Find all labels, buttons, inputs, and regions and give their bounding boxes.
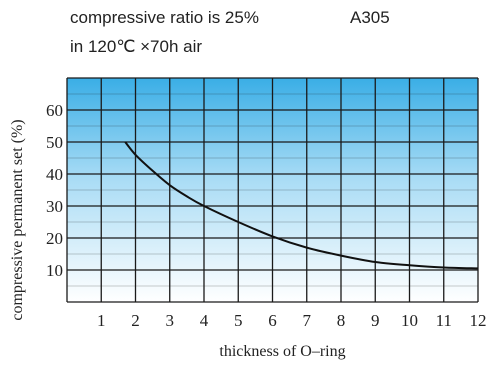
x-tick-label: 1 <box>97 311 106 330</box>
x-tick-label: 9 <box>371 311 380 330</box>
x-tick-label: 7 <box>303 311 312 330</box>
x-tick-label: 3 <box>166 311 175 330</box>
y-tick-labels: 10 20 30 40 50 60 <box>46 101 63 280</box>
y-axis-label: compressive permanent set (%) <box>9 119 26 320</box>
x-tick-label: 4 <box>200 311 209 330</box>
y-tick-label: 10 <box>46 261 63 280</box>
y-tick-label: 60 <box>46 101 63 120</box>
x-tick-label: 6 <box>268 311 277 330</box>
x-tick-label: 12 <box>470 311 487 330</box>
x-axis-label: thickness of O–ring <box>219 343 345 360</box>
y-tick-label: 40 <box>46 165 63 184</box>
series-line <box>124 141 479 270</box>
series-group <box>124 141 479 270</box>
x-tick-label: 8 <box>337 311 346 330</box>
x-tick-label: 11 <box>436 311 452 330</box>
x-tick-label: 5 <box>234 311 243 330</box>
chart-caption-code: A305 <box>350 8 390 27</box>
x-tick-label: 2 <box>131 311 140 330</box>
y-tick-label: 20 <box>46 229 63 248</box>
x-tick-label: 10 <box>401 311 418 330</box>
y-tick-label: 50 <box>46 133 63 152</box>
chart-caption-line1: compressive ratio is 25% <box>70 8 259 27</box>
y-tick-label: 30 <box>46 197 63 216</box>
chart-caption-line2: in 120℃ ×70h air <box>70 37 203 56</box>
x-tick-labels: 1 2 3 4 5 6 7 8 9 10 11 12 <box>97 311 487 330</box>
